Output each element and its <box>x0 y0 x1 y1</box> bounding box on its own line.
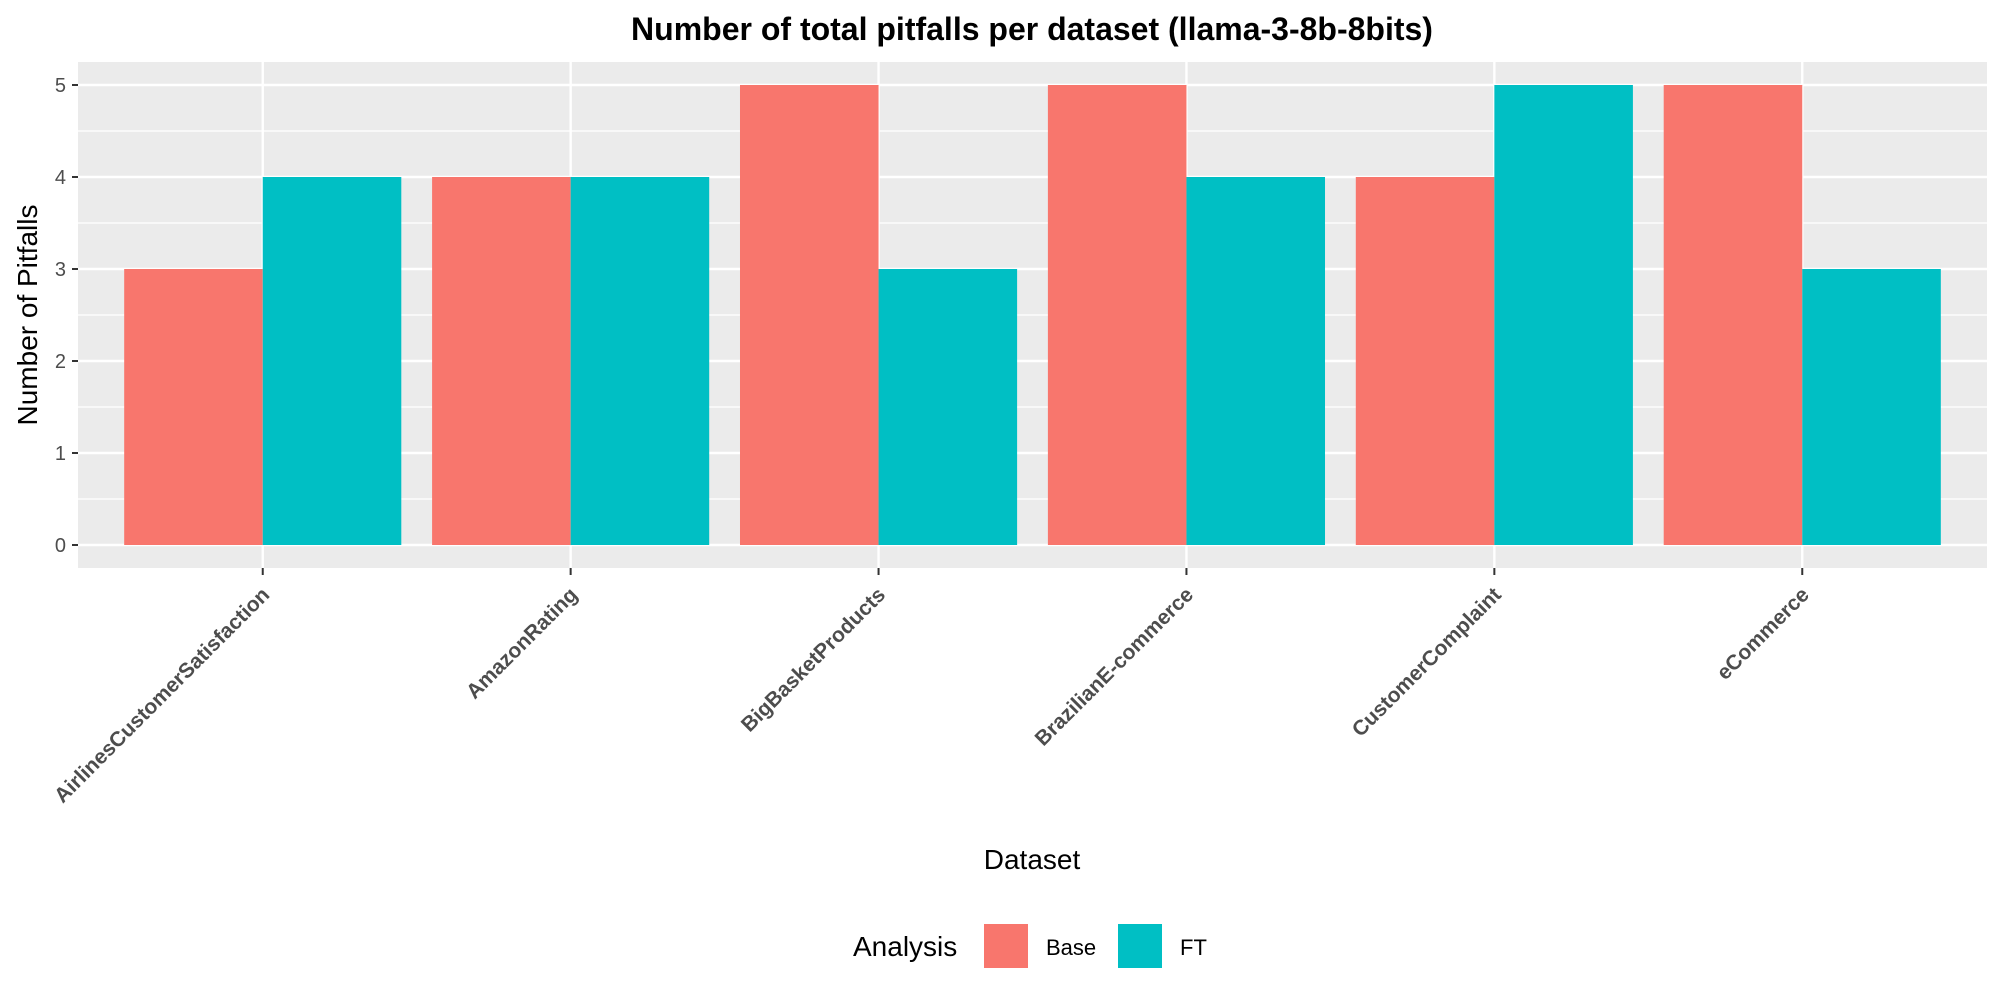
bar-base-amazonrating <box>432 177 571 545</box>
x-tick-label: BigBasketProducts <box>737 583 890 736</box>
legend-title: Analysis <box>853 931 957 962</box>
legend-key-ft <box>1118 924 1162 968</box>
x-axis-title: Dataset <box>984 844 1081 875</box>
x-tick-label: CustomerComplaint <box>1348 583 1506 741</box>
y-tick-label: 1 <box>55 443 66 465</box>
legend: Analysis Base FT <box>853 924 1207 968</box>
bar-ft-bigbasketproducts <box>878 269 1018 545</box>
y-tick-label: 2 <box>55 351 66 373</box>
y-tick-label: 0 <box>55 535 66 557</box>
x-tick-label: BrazilianE-commerce <box>1031 583 1198 750</box>
x-tick-label: AmazonRating <box>462 583 582 703</box>
bar-base-bigbasketproducts <box>739 85 879 545</box>
y-tick-label: 3 <box>55 259 66 281</box>
y-axis-title: Number of Pitfalls <box>12 205 43 426</box>
y-axis: 0 1 2 3 4 5 <box>55 75 78 557</box>
bar-ft-ecommerce <box>1802 269 1941 545</box>
legend-key-base <box>984 924 1028 968</box>
y-tick-label: 4 <box>55 167 66 189</box>
bar-base-airlinescustomersatisfaction <box>124 269 263 545</box>
legend-label-ft: FT <box>1180 935 1207 960</box>
bar-base-braziliane-commerce <box>1047 85 1187 545</box>
y-tick-label: 5 <box>55 75 66 97</box>
legend-items: Base FT <box>984 924 1207 968</box>
bars <box>124 85 1941 545</box>
bar-ft-braziliane-commerce <box>1186 177 1326 545</box>
bar-ft-airlinescustomersatisfaction <box>262 177 402 545</box>
chart-title: Number of total pitfalls per dataset (ll… <box>631 11 1433 47</box>
bar-base-ecommerce <box>1663 85 1803 545</box>
x-axis: AirlinesCustomerSatisfaction AmazonRating… <box>50 568 1814 807</box>
x-tick-label: AirlinesCustomerSatisfaction <box>50 583 274 807</box>
bar-ft-customercomplaint <box>1494 85 1633 545</box>
bar-ft-amazonrating <box>570 177 710 545</box>
x-tick-label: eCommerce <box>1713 583 1814 684</box>
legend-label-base: Base <box>1046 935 1096 960</box>
bar-base-customercomplaint <box>1355 177 1495 545</box>
